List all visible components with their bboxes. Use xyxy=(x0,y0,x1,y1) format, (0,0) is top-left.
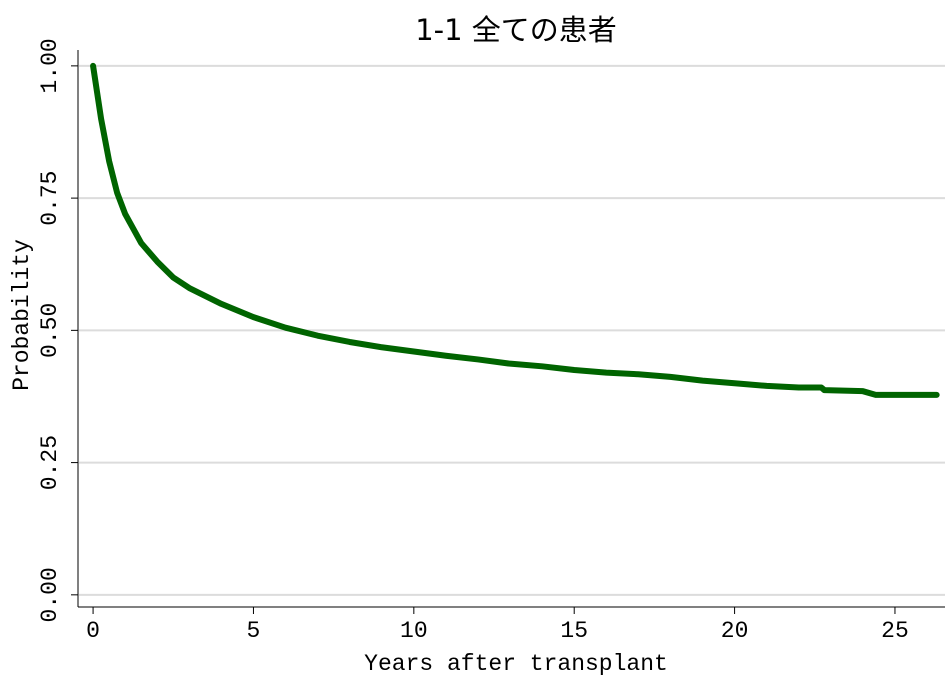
x-tick-label: 20 xyxy=(721,618,749,644)
x-tick-label: 5 xyxy=(247,618,261,644)
y-tick-label: 1.00 xyxy=(37,38,63,93)
y-tick-label: 0.75 xyxy=(37,171,63,226)
y-axis-label: Probability xyxy=(9,239,35,391)
x-tick-label: 15 xyxy=(560,618,588,644)
x-tick-label: 25 xyxy=(881,618,909,644)
x-axis-label: Years after transplant xyxy=(364,651,668,677)
y-tick-label: 0.50 xyxy=(37,303,63,358)
y-tick-label: 0.25 xyxy=(37,435,63,490)
chart-title: 1-1 全ての患者 xyxy=(415,13,617,47)
x-tick-label: 10 xyxy=(400,618,428,644)
survival-line xyxy=(90,62,940,398)
x-tick-label: 0 xyxy=(86,618,100,644)
y-tick-label: 0.00 xyxy=(37,567,63,622)
